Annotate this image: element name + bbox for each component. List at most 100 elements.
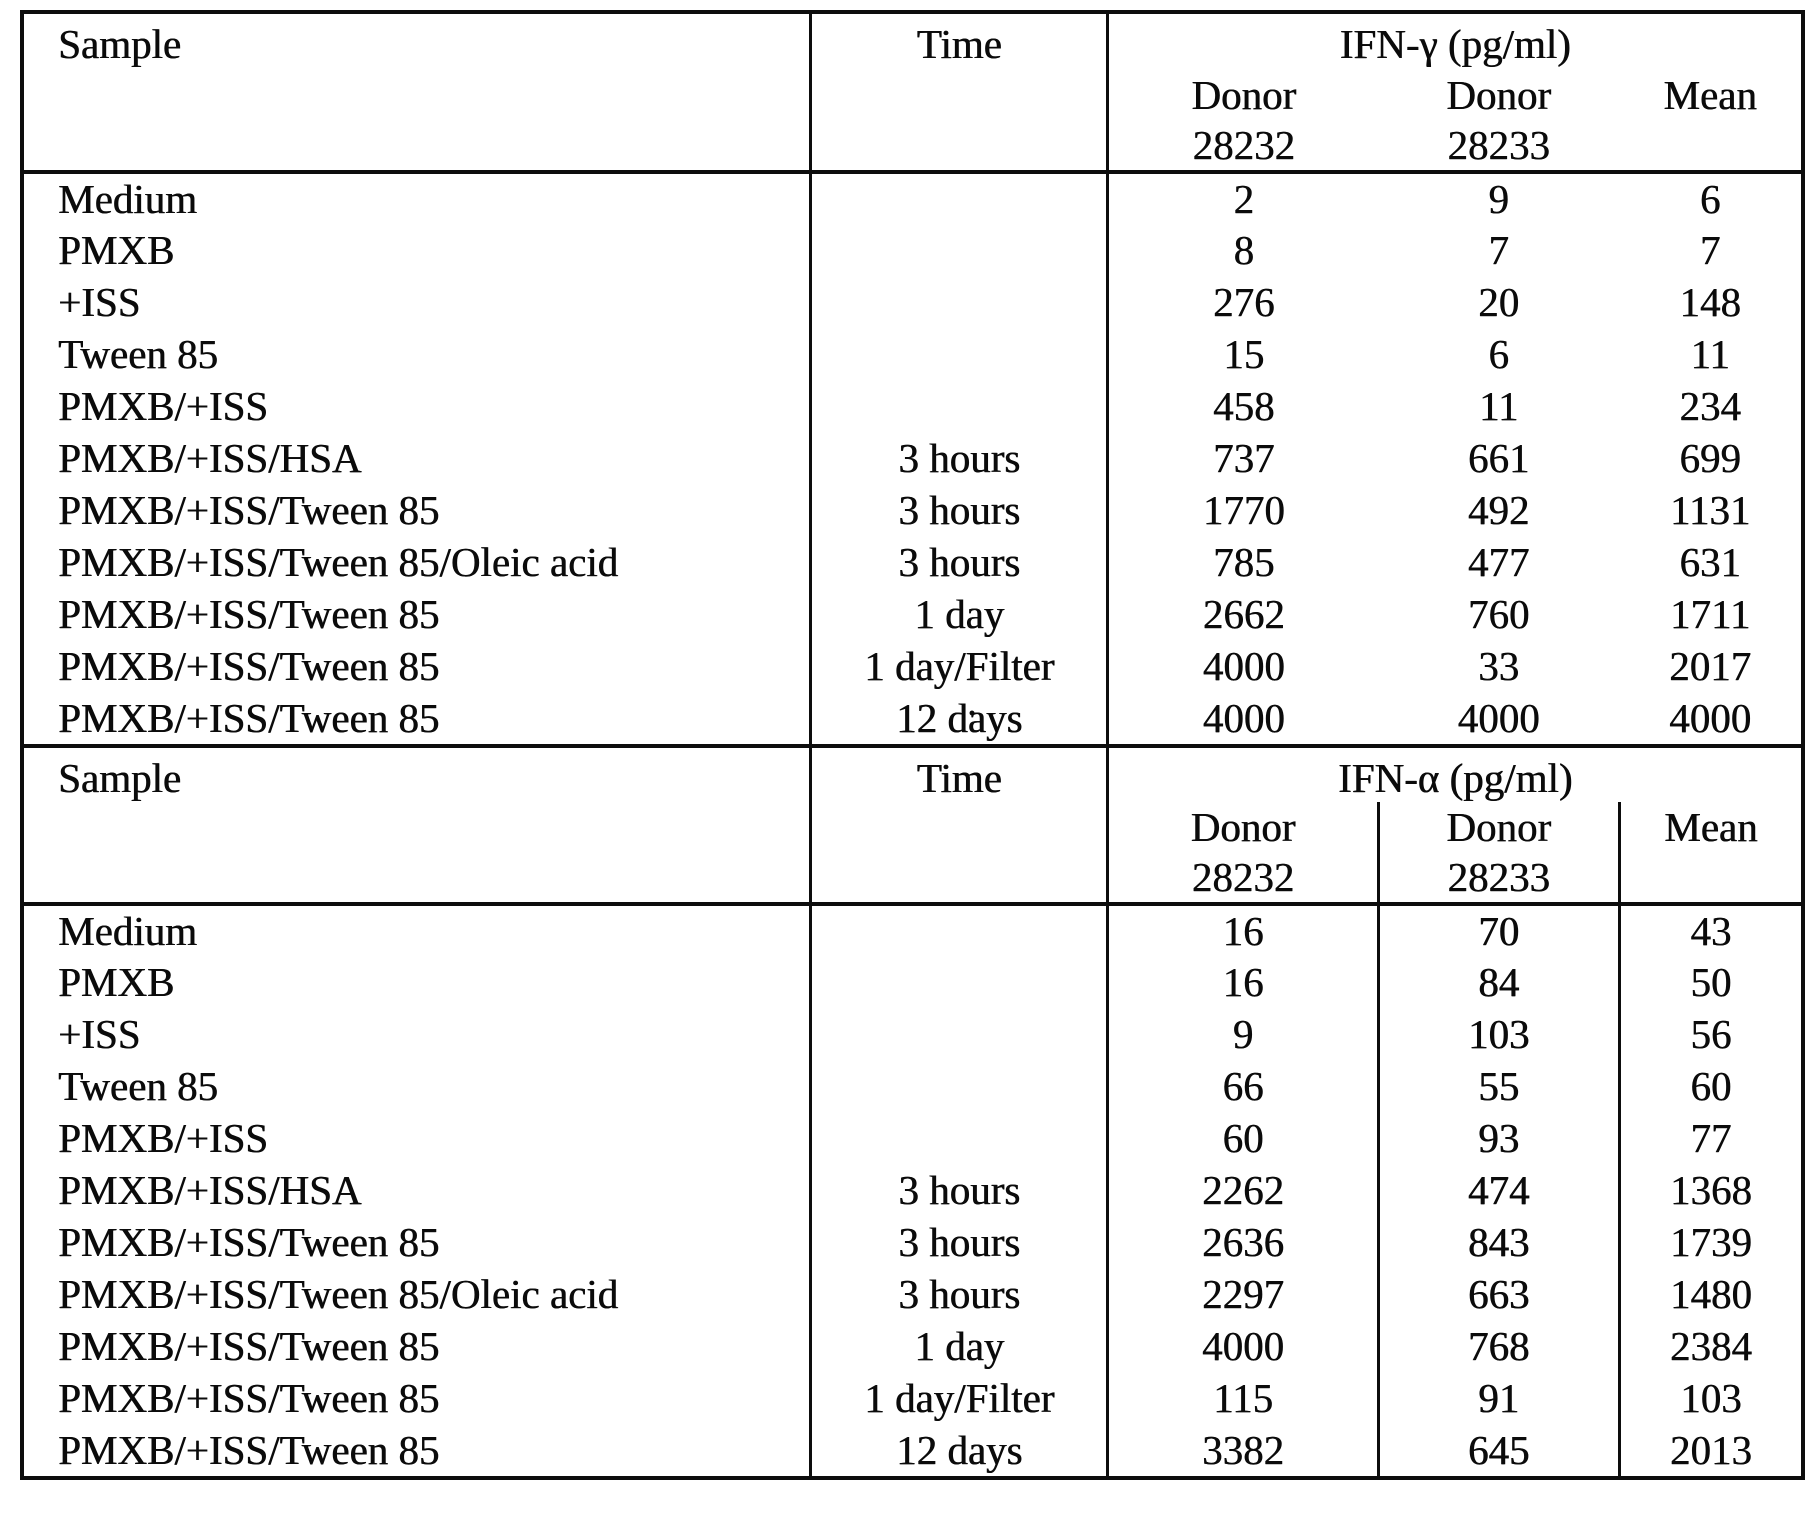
cell-time: 1 day/Filter	[809, 1372, 1108, 1424]
cell-time	[809, 276, 1108, 328]
cell-time	[809, 956, 1108, 1008]
cell-sample: PMXB/+ISS/Tween 85	[58, 1375, 440, 1421]
table-row: PMXB/+ISS/Tween 85 1 day/Filter 4000 33 2017	[24, 640, 1801, 692]
donor1-label: Donor	[1106, 70, 1379, 120]
cell-donor_28232: 2262	[1106, 1164, 1379, 1216]
cell-donor_28233: 768	[1376, 1320, 1620, 1372]
cell-mean: 4000	[1669, 695, 1752, 741]
table-row: PMXB/+ISS/Tween 85 1 day 4000 768 2384	[24, 1320, 1801, 1372]
cell-time: 3 hours	[809, 484, 1108, 536]
cell-mean: 103	[1617, 1372, 1801, 1424]
cell-mean: 11	[1690, 331, 1730, 377]
cell-donor_28233: 663	[1376, 1268, 1620, 1320]
cell-mean: 1739	[1617, 1216, 1801, 1268]
donor2-label: Donor	[1376, 802, 1620, 852]
cell-mean: 77	[1617, 1112, 1801, 1164]
cell-donor_28232: 2662	[1106, 588, 1379, 640]
cell-donor_28232: 276	[1106, 276, 1379, 328]
cell-sample: Tween 85	[58, 331, 218, 377]
table-row: PMXB/+ISS/Tween 85 12 days 4000 4000 4000	[24, 692, 1801, 744]
table-row: PMXB/+ISS/HSA 3 hours 737 661 699	[24, 432, 1801, 484]
cell-time	[809, 1112, 1108, 1164]
table-row: Tween 85 15 6 11	[24, 328, 1801, 380]
cell-sample: PMXB	[58, 227, 175, 273]
cell-donor_28233: 9	[1488, 176, 1509, 222]
cell-donor_28232: 16	[1106, 904, 1379, 956]
cell-time: 1 day	[809, 588, 1108, 640]
cell-donor_28233: 103	[1376, 1008, 1620, 1060]
cell-mean: 60	[1617, 1060, 1801, 1112]
cell-mean: 1368	[1617, 1164, 1801, 1216]
header-row-donor-labels: Donor Donor Mean	[24, 70, 1801, 120]
cell-time	[809, 328, 1108, 380]
table-row: PMXB/+ISS/Tween 85 1 day 2662 760 1711	[24, 588, 1801, 640]
cell-donor_28232: 60	[1106, 1112, 1379, 1164]
cell-time	[809, 904, 1108, 956]
donor1-id: 28232	[1106, 120, 1379, 172]
cell-mean: 2013	[1617, 1424, 1801, 1476]
cell-sample: PMXB/+ISS	[58, 1115, 268, 1161]
cell-donor_28233: 661	[1467, 435, 1530, 481]
cell-mean: 2384	[1617, 1320, 1801, 1372]
cell-time: 3 hours	[809, 536, 1108, 588]
cell-donor_28232: 458	[1106, 380, 1379, 432]
ifn-alpha-header: Sample Time IFN-α (pg/ml) Donor Donor Me…	[24, 746, 1801, 904]
cell-time	[809, 380, 1108, 432]
cell-mean: 50	[1617, 956, 1801, 1008]
cell-mean: 1131	[1669, 487, 1751, 533]
cell-donor_28233: 7	[1488, 227, 1509, 273]
cell-donor_28233: 84	[1376, 956, 1620, 1008]
cell-mean: 43	[1617, 904, 1801, 956]
cell-sample: PMXB	[58, 959, 175, 1005]
sample-column-header: Sample	[58, 21, 181, 67]
cell-mean: 631	[1679, 539, 1741, 585]
time-column-header: Time	[809, 746, 1108, 904]
cell-donor_28232: 2	[1106, 172, 1379, 224]
donor1-label: Donor	[1106, 802, 1379, 852]
cell-sample: +ISS	[58, 279, 141, 325]
mean-label: Mean	[1663, 72, 1757, 118]
cell-donor_28233: 4000	[1457, 695, 1540, 741]
cell-time	[809, 1008, 1108, 1060]
cell-donor_28232: 15	[1106, 328, 1379, 380]
donor2-label: Donor	[1446, 72, 1551, 118]
table-row: Medium 16 70 43	[24, 904, 1801, 956]
cell-donor_28232: 4000	[1106, 692, 1379, 744]
cell-mean: 1711	[1669, 591, 1751, 637]
sample-column-header: Sample	[58, 755, 181, 801]
header-row-donor-ids: 28232 28233	[24, 120, 1801, 172]
cell-mean: 56	[1617, 1008, 1801, 1060]
table-frame: Sample Time IFN-γ (pg/ml) Donor Donor Me…	[20, 10, 1805, 1480]
table-row: PMXB 16 84 50	[24, 956, 1801, 1008]
table-row: PMXB 8 7 7	[24, 224, 1801, 276]
cell-donor_28232: 66	[1106, 1060, 1379, 1112]
cell-sample: PMXB/+ISS/Tween 85	[58, 591, 440, 637]
cell-sample: PMXB/+ISS/Tween 85	[58, 643, 440, 689]
cell-donor_28233: 55	[1376, 1060, 1620, 1112]
assay-title-ifn-alpha: IFN-α (pg/ml)	[1106, 746, 1801, 802]
table-row: +ISS 9 103 56	[24, 1008, 1801, 1060]
cell-donor_28232: 737	[1106, 432, 1379, 484]
cell-donor_28233: 843	[1376, 1216, 1620, 1268]
time-column-header: Time	[809, 14, 1108, 172]
cell-sample: PMXB/+ISS	[58, 383, 268, 429]
cell-donor_28232: 1770	[1106, 484, 1379, 536]
cell-time	[809, 1060, 1108, 1112]
cell-donor_28232: 4000	[1106, 640, 1379, 692]
table-row: Tween 85 66 55 60	[24, 1060, 1801, 1112]
cell-mean: 7	[1699, 227, 1721, 273]
table-row: PMXB/+ISS/Tween 85/Oleic acid 3 hours 785 4…	[24, 536, 1801, 588]
cell-donor_28233: 760	[1467, 591, 1530, 637]
cell-donor_28232: 785	[1106, 536, 1379, 588]
cell-donor_28232: 16	[1106, 956, 1379, 1008]
table-row: PMXB/+ISS 458 11 234	[24, 380, 1801, 432]
table-row: PMXB/+ISS 60 93 77	[24, 1112, 1801, 1164]
cell-donor_28233: 93	[1376, 1112, 1620, 1164]
cell-sample: PMXB/+ISS/Tween 85	[58, 1219, 440, 1265]
cell-time: 12 days	[809, 1424, 1108, 1476]
cell-donor_28232: 9	[1106, 1008, 1379, 1060]
cell-donor_28232: 2297	[1106, 1268, 1379, 1320]
cell-mean: 1480	[1617, 1268, 1801, 1320]
ifn-gamma-header: Sample Time IFN-γ (pg/ml) Donor Donor Me…	[24, 14, 1801, 172]
